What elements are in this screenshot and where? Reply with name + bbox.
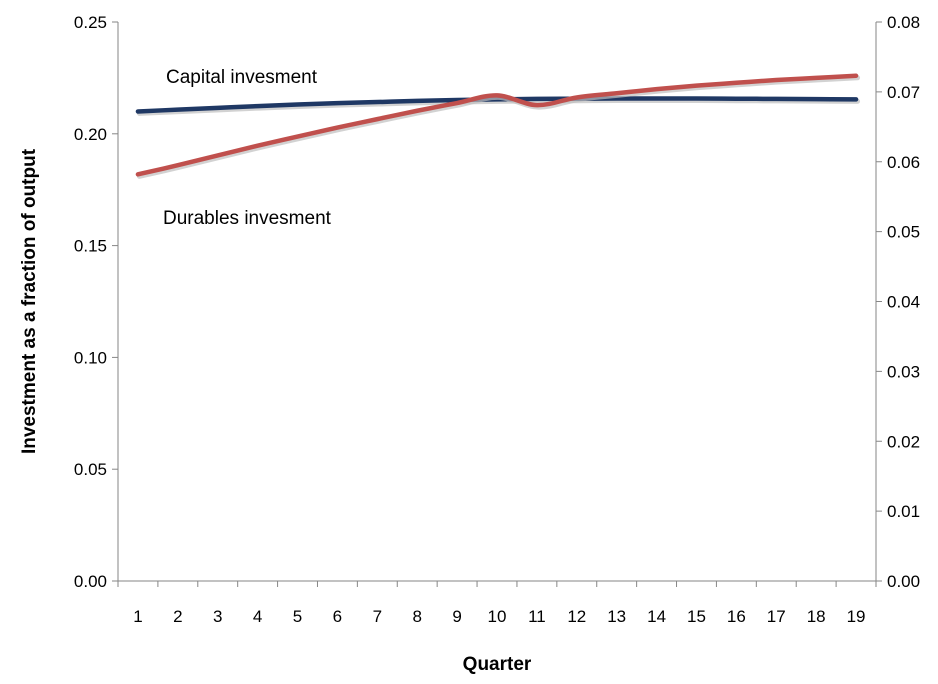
y-tick-label-right: 0.07 bbox=[887, 83, 920, 102]
x-tick-label: 5 bbox=[293, 607, 302, 626]
y-tick-label-right: 0.01 bbox=[887, 502, 920, 521]
x-tick-label: 8 bbox=[412, 607, 421, 626]
y-tick-label-left: 0.25 bbox=[74, 13, 107, 32]
durables-invesment-line bbox=[135, 73, 859, 177]
y-tick-label-left: 0.05 bbox=[74, 460, 107, 479]
y-axis-title: Investment as a fraction of output bbox=[19, 148, 40, 454]
x-tick-label: 11 bbox=[528, 607, 546, 626]
x-tick-label: 6 bbox=[333, 607, 342, 626]
y-tick-label-right: 0.05 bbox=[887, 223, 920, 242]
y-tick-label-right: 0.06 bbox=[887, 153, 920, 172]
y-tick-label-right: 0.08 bbox=[887, 13, 920, 32]
x-tick-label: 16 bbox=[727, 607, 746, 626]
labels-layer: 0.00 0.05 0.10 0.15 0.20 0.25 0.00 0.01 0.02 0.03… bbox=[19, 13, 920, 675]
y-tick-label-right: 0.03 bbox=[887, 362, 920, 381]
y-tick-label-right: 0.02 bbox=[887, 432, 920, 451]
x-tick-label: 4 bbox=[253, 607, 262, 626]
x-tick-label: 10 bbox=[488, 607, 507, 626]
series-layer bbox=[135, 73, 861, 179]
x-tick-label: 3 bbox=[213, 607, 222, 626]
x-tick-label: 18 bbox=[807, 607, 826, 626]
x-tick-label: 13 bbox=[607, 607, 626, 626]
x-tick-label: 15 bbox=[687, 607, 706, 626]
x-tick-label: 2 bbox=[173, 607, 182, 626]
y-tick-label-right: 0.04 bbox=[887, 293, 920, 312]
y-tick-label-left: 0.20 bbox=[74, 125, 107, 144]
x-tick-label: 17 bbox=[767, 607, 786, 626]
x-tick-label: 12 bbox=[567, 607, 586, 626]
y-tick-label-left: 0.15 bbox=[74, 237, 107, 256]
durables-invesment-label: Durables invesment bbox=[163, 208, 332, 229]
x-tick-label: 14 bbox=[647, 607, 666, 626]
y-tick-label-right: 0.00 bbox=[887, 572, 920, 591]
x-tick-label: 19 bbox=[847, 607, 866, 626]
x-tick-label: 9 bbox=[452, 607, 461, 626]
axes-layer bbox=[112, 21, 882, 587]
y-tick-label-left: 0.10 bbox=[74, 348, 107, 367]
x-axis-title: Quarter bbox=[463, 654, 532, 675]
x-tick-label: 7 bbox=[373, 607, 382, 626]
capital-invesment-label: Capital invesment bbox=[166, 67, 318, 88]
x-tick-label: 1 bbox=[133, 607, 142, 626]
y-tick-label-left: 0.00 bbox=[74, 572, 107, 591]
durables-invesment-line-shadow bbox=[136, 75, 861, 179]
